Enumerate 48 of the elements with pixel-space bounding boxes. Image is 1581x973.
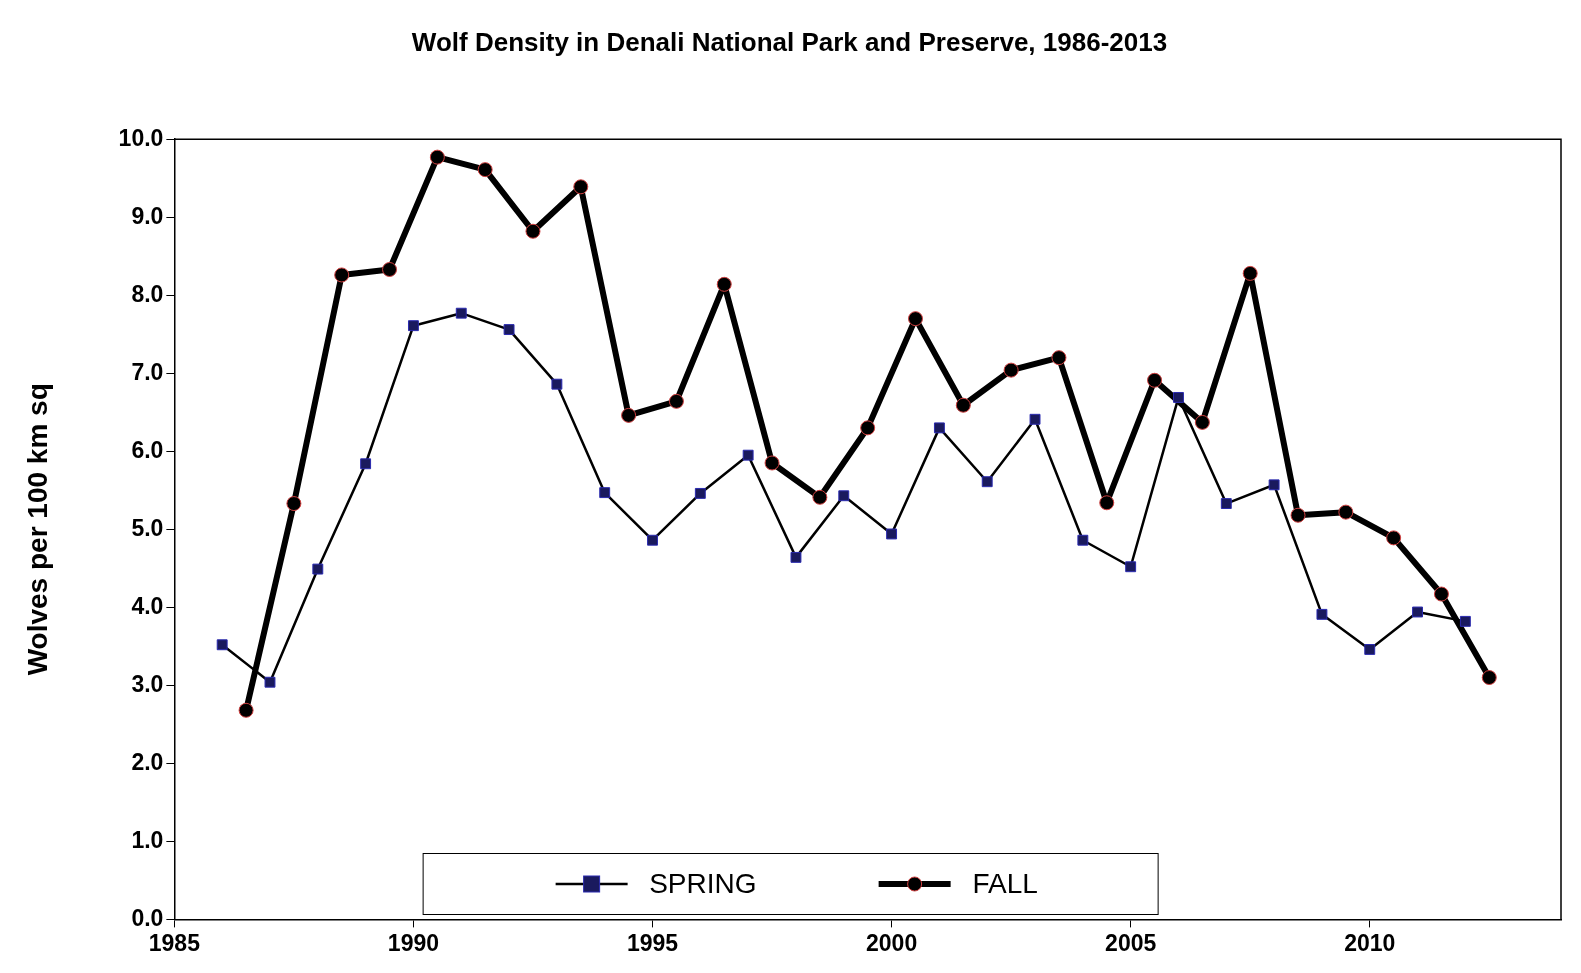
point: [573, 179, 589, 195]
point: [812, 489, 828, 505]
point: [1051, 350, 1067, 366]
point: [1481, 670, 1497, 686]
point: [1003, 362, 1019, 378]
point: [286, 496, 302, 512]
y-tick-label: 1.0: [131, 826, 164, 853]
x-tick-label: 1990: [387, 929, 440, 956]
point: [238, 702, 254, 718]
x-tick-label: 2000: [866, 929, 918, 956]
y-tick-label: 6.0: [131, 436, 164, 463]
point: [1290, 507, 1306, 523]
y-axis-title: Wolves per 100 km sq: [21, 383, 53, 676]
x-tick-label: 2010: [1344, 929, 1396, 956]
point: [908, 311, 923, 327]
point: [955, 397, 971, 413]
point: [525, 223, 541, 239]
point: [716, 276, 732, 292]
point: [1433, 586, 1449, 602]
y-tick-label: 10.0: [118, 124, 164, 151]
point: [382, 261, 398, 277]
chart-title: Wolf Density in Denali National Park and Preserve, 1986-2013: [411, 26, 1168, 57]
point: [477, 162, 493, 178]
legend-label: FALL: [972, 868, 1038, 900]
x-tick-label: 2005: [1105, 929, 1157, 956]
point: [1194, 414, 1210, 430]
y-tick-label: 3.0: [131, 670, 164, 697]
y-tick-label: 2.0: [131, 748, 164, 775]
y-tick-label: 0.0: [131, 904, 164, 931]
point: [1147, 372, 1163, 388]
point: [1386, 530, 1402, 546]
y-tick-label: 8.0: [131, 280, 164, 307]
point: [334, 267, 350, 283]
point: [1242, 265, 1258, 281]
point: [1099, 495, 1115, 511]
y-tick-label: 9.0: [131, 202, 164, 229]
x-tick-label: 1985: [148, 929, 201, 956]
x-tick-label: 1995: [626, 929, 679, 956]
point: [764, 455, 780, 471]
point: [668, 393, 684, 409]
y-tick-label: 4.0: [131, 592, 164, 619]
point: [860, 420, 876, 436]
legend-label: SPRING: [649, 868, 757, 900]
point: [429, 149, 445, 165]
y-tick-label: 7.0: [131, 358, 164, 385]
point: [621, 407, 637, 423]
point: [1338, 504, 1354, 520]
y-tick-label: 5.0: [131, 514, 164, 541]
